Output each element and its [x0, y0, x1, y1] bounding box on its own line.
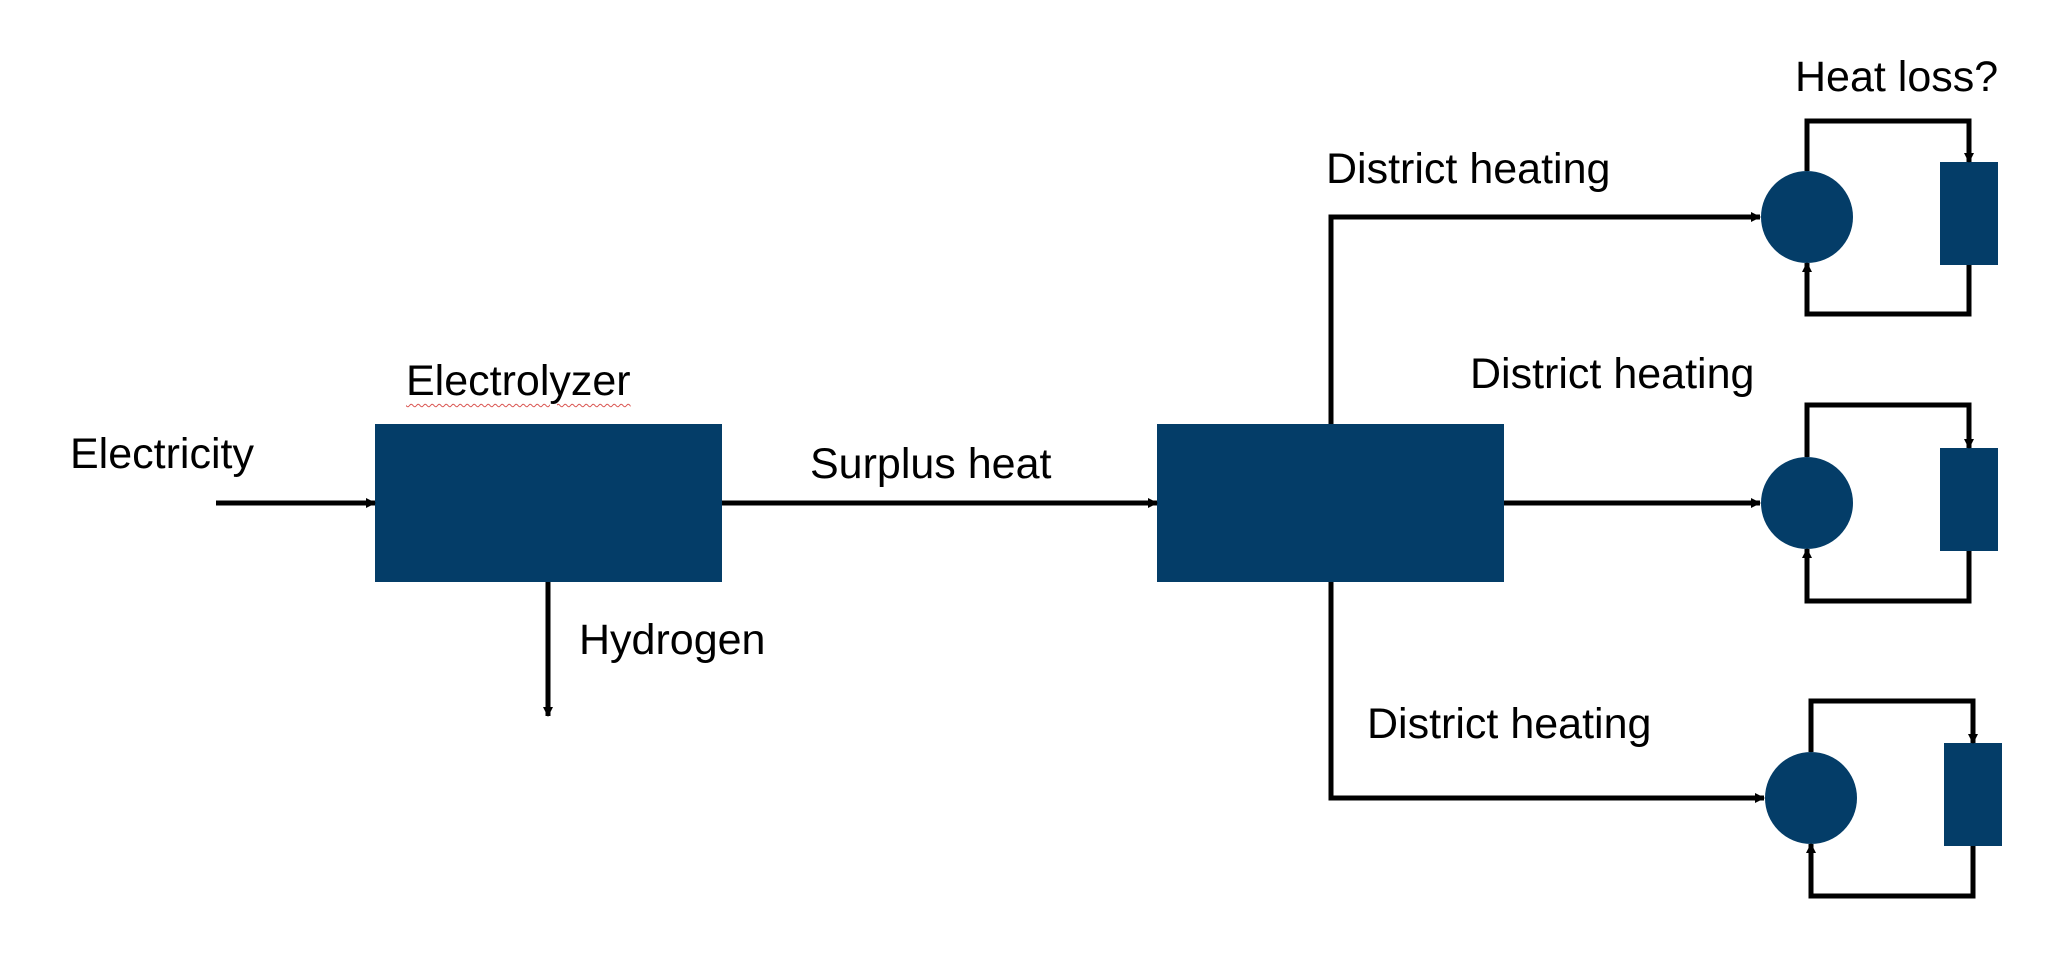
surplus-heat-label: Surplus heat	[810, 440, 1052, 488]
consumer-block	[1940, 448, 1998, 551]
loop-return-line	[1802, 548, 1972, 604]
consumer-block	[1944, 743, 2002, 846]
pump-node	[1765, 752, 1857, 844]
heat-exchanger-block	[1157, 424, 1504, 582]
district-heating-loop-middle	[1761, 402, 1998, 604]
loop-supply-line	[1808, 698, 1978, 752]
loop-supply-line	[1804, 118, 1974, 171]
district-heating-bottom-label: District heating	[1367, 700, 1652, 748]
district-heating-top-arrow	[1328, 212, 1761, 424]
district-heating-middle-label: District heating	[1470, 350, 1755, 398]
loop-return-line	[1806, 843, 1976, 899]
electricity-label: Electricity	[70, 430, 254, 478]
electrolyzer-label: Electrolyzer	[406, 357, 631, 405]
pump-node	[1761, 457, 1853, 549]
loop-return-line	[1802, 262, 1972, 317]
district-heating-loop-bottom	[1765, 698, 2002, 899]
heat-loss-label: Heat loss?	[1795, 53, 1999, 101]
district-heating-bottom-arrow	[1328, 582, 1765, 803]
loop-supply-line	[1804, 402, 1974, 457]
hydrogen-label: Hydrogen	[579, 616, 766, 664]
district-heating-top-label: District heating	[1326, 145, 1611, 193]
district-heating-loop-top	[1761, 118, 1998, 317]
consumer-block	[1940, 162, 1998, 265]
electrolyzer-block	[375, 424, 722, 582]
pump-node	[1761, 171, 1853, 263]
